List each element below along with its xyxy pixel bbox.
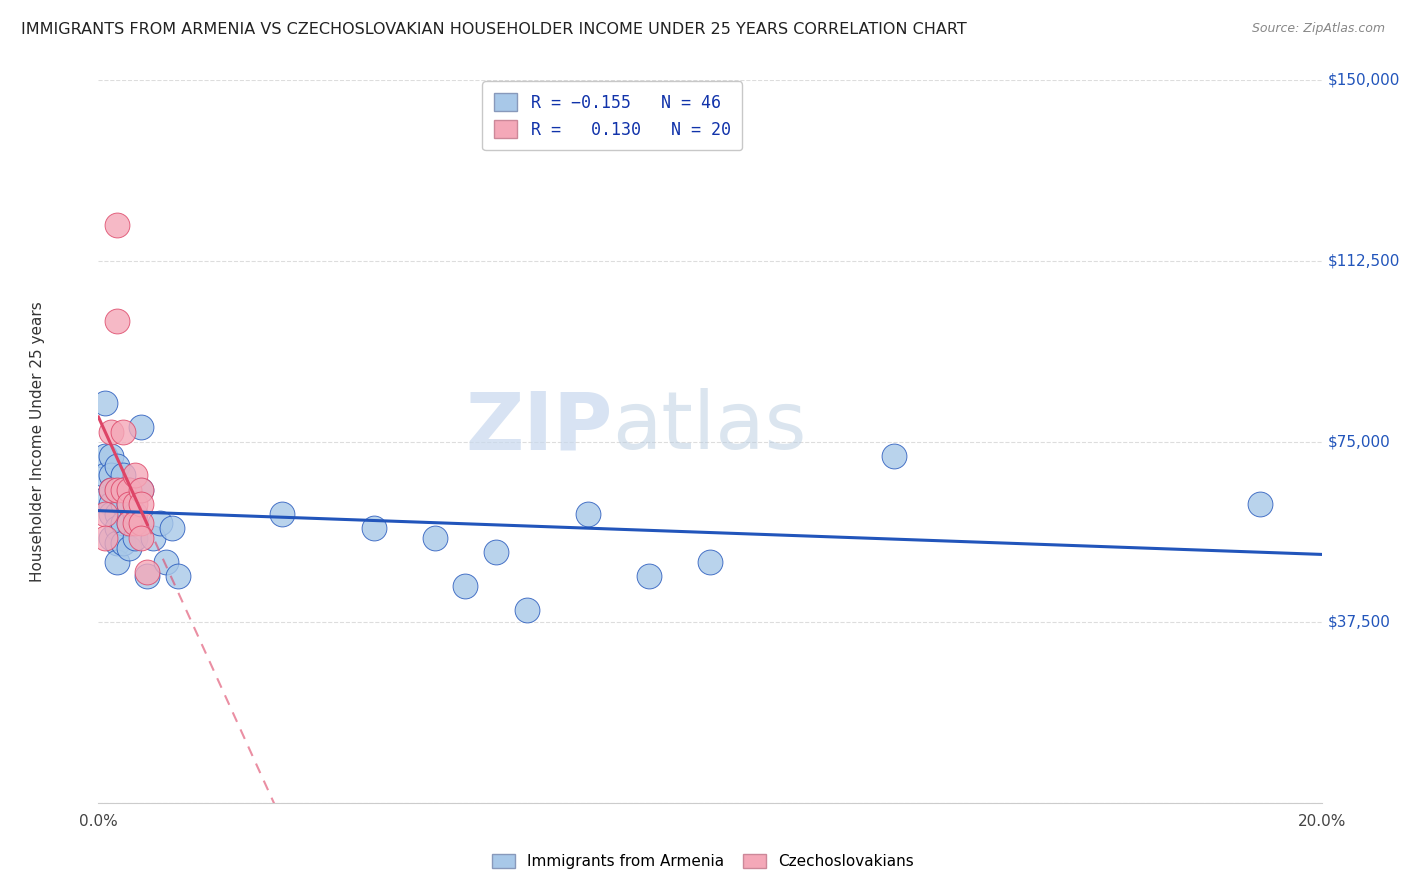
Point xyxy=(105,458,128,473)
Point xyxy=(100,483,122,497)
Point xyxy=(124,507,146,521)
Point xyxy=(883,449,905,463)
Legend: R = −0.155   N = 46, R =   0.130   N = 20: R = −0.155 N = 46, R = 0.130 N = 20 xyxy=(482,81,742,151)
Point xyxy=(100,468,122,483)
Point xyxy=(93,449,115,463)
Point xyxy=(124,516,146,531)
Point xyxy=(699,555,721,569)
Text: $75,000: $75,000 xyxy=(1327,434,1391,449)
Point xyxy=(149,516,172,531)
Point xyxy=(105,218,128,232)
Point xyxy=(485,545,508,559)
Point xyxy=(363,521,385,535)
Point xyxy=(100,449,122,463)
Point xyxy=(270,507,292,521)
Point xyxy=(93,531,115,545)
Point xyxy=(105,555,128,569)
Point xyxy=(576,507,599,521)
Point xyxy=(111,535,134,549)
Text: Source: ZipAtlas.com: Source: ZipAtlas.com xyxy=(1251,22,1385,36)
Point xyxy=(129,483,152,497)
Text: $37,500: $37,500 xyxy=(1327,615,1391,630)
Point xyxy=(129,483,152,497)
Point xyxy=(100,483,122,497)
Text: IMMIGRANTS FROM ARMENIA VS CZECHOSLOVAKIAN HOUSEHOLDER INCOME UNDER 25 YEARS COR: IMMIGRANTS FROM ARMENIA VS CZECHOSLOVAKI… xyxy=(21,22,967,37)
Point xyxy=(118,516,141,531)
Point xyxy=(111,483,134,497)
Point xyxy=(93,507,115,521)
Point xyxy=(111,483,134,497)
Point xyxy=(93,468,115,483)
Point xyxy=(111,425,134,439)
Point xyxy=(124,497,146,511)
Point xyxy=(100,507,122,521)
Point xyxy=(100,497,122,511)
Point xyxy=(136,565,159,579)
Point xyxy=(111,497,134,511)
Text: $112,500: $112,500 xyxy=(1327,253,1400,268)
Point xyxy=(111,468,134,483)
Point xyxy=(142,531,165,545)
Point xyxy=(1249,497,1271,511)
Point xyxy=(124,531,146,545)
Point xyxy=(118,497,141,511)
Point xyxy=(93,492,115,507)
Point xyxy=(423,531,446,545)
Point xyxy=(100,531,122,545)
Point xyxy=(129,420,152,434)
Text: atlas: atlas xyxy=(612,388,807,467)
Point xyxy=(105,521,128,535)
Point xyxy=(105,483,128,497)
Point xyxy=(129,516,152,531)
Point xyxy=(105,483,128,497)
Point xyxy=(105,535,128,549)
Point xyxy=(118,541,141,555)
Point xyxy=(129,497,152,511)
Point xyxy=(167,569,190,583)
Point xyxy=(105,314,128,328)
Point xyxy=(454,579,477,593)
Point xyxy=(118,483,141,497)
Point xyxy=(118,516,141,531)
Point xyxy=(118,483,141,497)
Point xyxy=(118,497,141,511)
Point xyxy=(637,569,661,583)
Text: ZIP: ZIP xyxy=(465,388,612,467)
Point xyxy=(111,516,134,531)
Text: Householder Income Under 25 years: Householder Income Under 25 years xyxy=(30,301,45,582)
Point xyxy=(124,468,146,483)
Point xyxy=(105,507,128,521)
Point xyxy=(160,521,183,535)
Point xyxy=(155,555,177,569)
Text: $150,000: $150,000 xyxy=(1327,73,1400,87)
Legend: Immigrants from Armenia, Czechoslovakians: Immigrants from Armenia, Czechoslovakian… xyxy=(486,847,920,875)
Point xyxy=(93,396,115,410)
Point xyxy=(136,569,159,583)
Point xyxy=(129,531,152,545)
Point xyxy=(516,603,538,617)
Point xyxy=(100,425,122,439)
